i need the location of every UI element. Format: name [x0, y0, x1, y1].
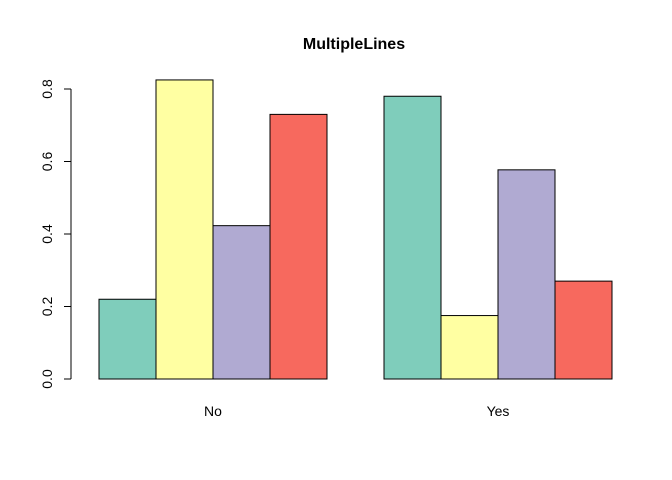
bar-no-1	[98, 298, 157, 380]
y-tick-label: 0.4	[39, 224, 55, 244]
y-tick-label: 0.8	[39, 79, 55, 99]
bar-no-3	[212, 225, 271, 380]
category-labels: No Yes	[204, 403, 509, 419]
category-label-yes: Yes	[487, 403, 510, 419]
y-tick-label: 0.2	[39, 297, 55, 317]
category-label-no: No	[204, 403, 222, 419]
y-tick-label: 0.6	[39, 152, 55, 172]
bar-yes-1	[383, 95, 442, 380]
bar-no-4	[269, 113, 328, 380]
y-axis: 0.0 0.2 0.4 0.6 0.8	[39, 79, 72, 389]
bar-yes-4	[554, 280, 613, 380]
bar-yes-3	[497, 169, 556, 380]
y-tick-label: 0.0	[39, 369, 55, 389]
chart-title: MultipleLines	[303, 36, 405, 53]
bar-yes-2	[440, 315, 499, 380]
bar-no-2	[155, 79, 214, 380]
bars-group	[98, 79, 613, 380]
